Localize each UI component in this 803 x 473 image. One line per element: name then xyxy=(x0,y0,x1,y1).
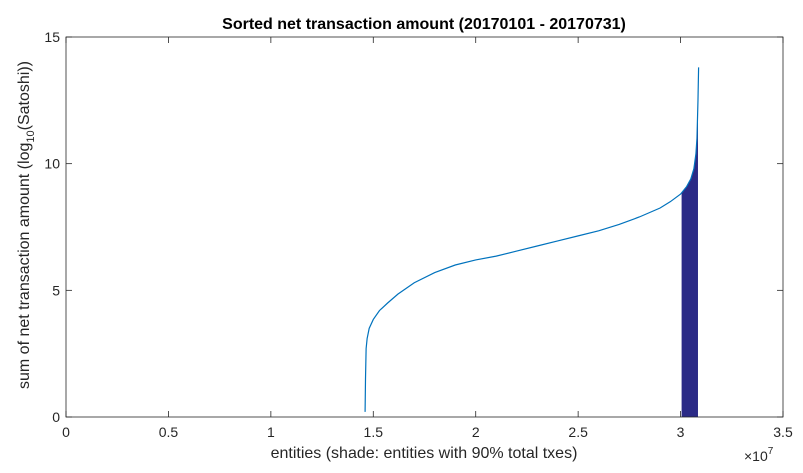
shade-layer xyxy=(681,100,698,417)
x-axis-label: entities (shade: entities with 90% total… xyxy=(271,445,578,462)
x-tick-label: 2.5 xyxy=(568,424,588,440)
x-tick-label: 1.5 xyxy=(364,424,384,440)
y-axis-label: sum of net transaction amount (log10(Sat… xyxy=(16,61,37,389)
x-tick-label: 0 xyxy=(62,424,70,440)
y-axis-label-subscript: 10 xyxy=(25,130,37,142)
y-tick-label: 0 xyxy=(52,409,60,425)
x-tick-label: 3 xyxy=(677,424,685,440)
x-tick-label: 0.5 xyxy=(159,424,179,440)
x-axis-exponent: ×107 xyxy=(744,446,774,464)
series-layer xyxy=(364,67,700,412)
axes-layer: 0 0.5 1 1.5 2 2.5 3 3.5 0 5 10 15 xyxy=(44,29,793,440)
y-tick-label: 15 xyxy=(44,29,60,45)
x-tick-label: 1 xyxy=(267,424,275,440)
x-tick-label: 2 xyxy=(472,424,480,440)
shade-region xyxy=(681,100,698,417)
y-tick-label: 5 xyxy=(52,282,60,298)
x-axis-exponent-base: ×10 xyxy=(744,448,768,464)
y-axis-label-prefix: sum of net transaction amount (log xyxy=(16,143,33,389)
axes-box xyxy=(65,36,784,418)
series-line xyxy=(364,67,700,412)
x-tick-label: 3.5 xyxy=(773,424,793,440)
x-axis-exponent-power: 7 xyxy=(768,446,774,457)
y-tick-label: 10 xyxy=(44,156,60,172)
chart-title: Sorted net transaction amount (20170101 … xyxy=(222,16,626,33)
y-axis-label-suffix: (Satoshi)) xyxy=(16,61,33,130)
